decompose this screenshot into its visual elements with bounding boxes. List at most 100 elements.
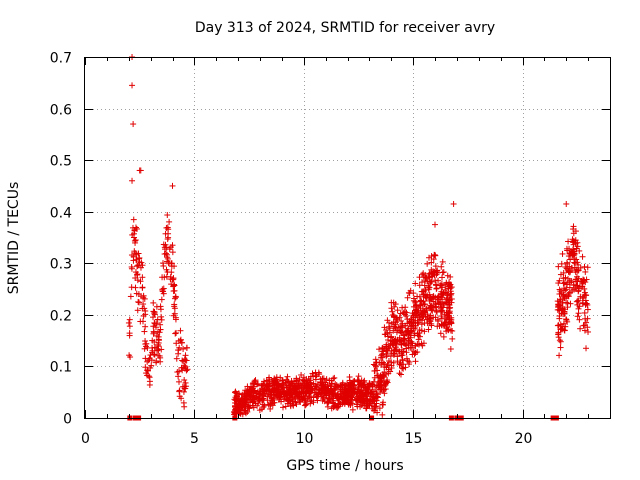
data-point (178, 339, 185, 346)
data-point (583, 319, 590, 326)
data-point (446, 308, 453, 315)
data-point (347, 396, 354, 403)
data-point (555, 322, 562, 329)
data-point (577, 293, 584, 300)
data-point (445, 309, 452, 316)
data-point (184, 366, 191, 373)
data-point (307, 400, 314, 407)
data-point (562, 274, 569, 281)
data-point (147, 364, 154, 371)
data-point (158, 346, 165, 353)
data-point (380, 386, 387, 393)
data-point (579, 279, 586, 286)
data-point (447, 281, 454, 288)
data-point (556, 337, 563, 344)
data-point (313, 372, 320, 379)
data-point (441, 311, 448, 318)
data-point (439, 294, 446, 301)
data-point (560, 269, 567, 276)
data-point (374, 409, 381, 416)
data-point (416, 316, 423, 323)
data-point (572, 269, 579, 276)
data-point (380, 399, 387, 406)
data-point (376, 405, 383, 412)
data-point (428, 259, 435, 266)
data-point (413, 303, 420, 310)
data-point (315, 385, 322, 392)
data-point (565, 238, 572, 245)
data-point (181, 403, 188, 410)
data-point (293, 401, 300, 408)
data-point (267, 391, 274, 398)
data-point (376, 346, 383, 353)
y-tick-labels: 0 0.1 0.2 0.3 0.4 0.5 0.6 0.7 (50, 51, 72, 428)
data-point (386, 344, 393, 351)
data-point (419, 301, 426, 308)
data-point (346, 388, 353, 395)
data-point (169, 249, 176, 256)
data-point (171, 305, 178, 312)
data-point (167, 273, 174, 280)
data-point (432, 252, 439, 259)
data-point (397, 310, 404, 317)
data-point (404, 294, 411, 301)
data-point (582, 301, 589, 308)
data-point (395, 324, 402, 331)
data-point (360, 397, 367, 404)
data-point (377, 373, 384, 380)
data-point (373, 390, 380, 397)
data-point (276, 390, 283, 397)
x-tick-label: 15 (405, 431, 423, 447)
data-point (350, 378, 357, 385)
data-point (583, 345, 590, 352)
data-point (432, 281, 439, 288)
data-point (564, 260, 571, 267)
data-point (370, 378, 377, 385)
data-point (414, 330, 421, 337)
data-point (264, 393, 271, 400)
data-point (151, 344, 158, 351)
data-point (428, 266, 435, 273)
x-tick-labels: 0 5 10 15 20 (81, 431, 532, 447)
data-point (425, 326, 432, 333)
data-point (563, 200, 570, 207)
data-point (282, 403, 289, 410)
data-point (178, 364, 185, 371)
data-point (171, 281, 178, 288)
data-point (169, 242, 176, 249)
data-point (440, 290, 447, 297)
data-point (329, 397, 336, 404)
data-point (296, 376, 303, 383)
data-point (283, 376, 290, 383)
data-point (306, 393, 313, 400)
data-point (423, 307, 430, 314)
data-point (151, 319, 158, 326)
data-point (394, 327, 401, 334)
data-point (433, 285, 440, 292)
data-point (273, 382, 280, 389)
data-point (150, 299, 157, 306)
data-point (432, 304, 439, 311)
data-point (439, 258, 446, 265)
data-point (446, 280, 453, 287)
data-point (134, 271, 141, 278)
data-point (131, 248, 138, 255)
data-point (182, 352, 189, 359)
data-point (567, 250, 574, 257)
data-point (412, 280, 419, 287)
data-point (340, 395, 347, 402)
data-point (126, 316, 133, 323)
data-point (158, 313, 165, 320)
data-point (422, 293, 429, 300)
data-point (568, 278, 575, 285)
data-point (289, 398, 296, 405)
data-point (164, 224, 171, 231)
data-point (136, 255, 143, 262)
data-point (584, 324, 591, 331)
data-point (255, 395, 262, 402)
data-point (301, 382, 308, 389)
data-point (300, 390, 307, 397)
data-point (129, 82, 136, 89)
data-point (284, 373, 291, 380)
data-point (390, 319, 397, 326)
